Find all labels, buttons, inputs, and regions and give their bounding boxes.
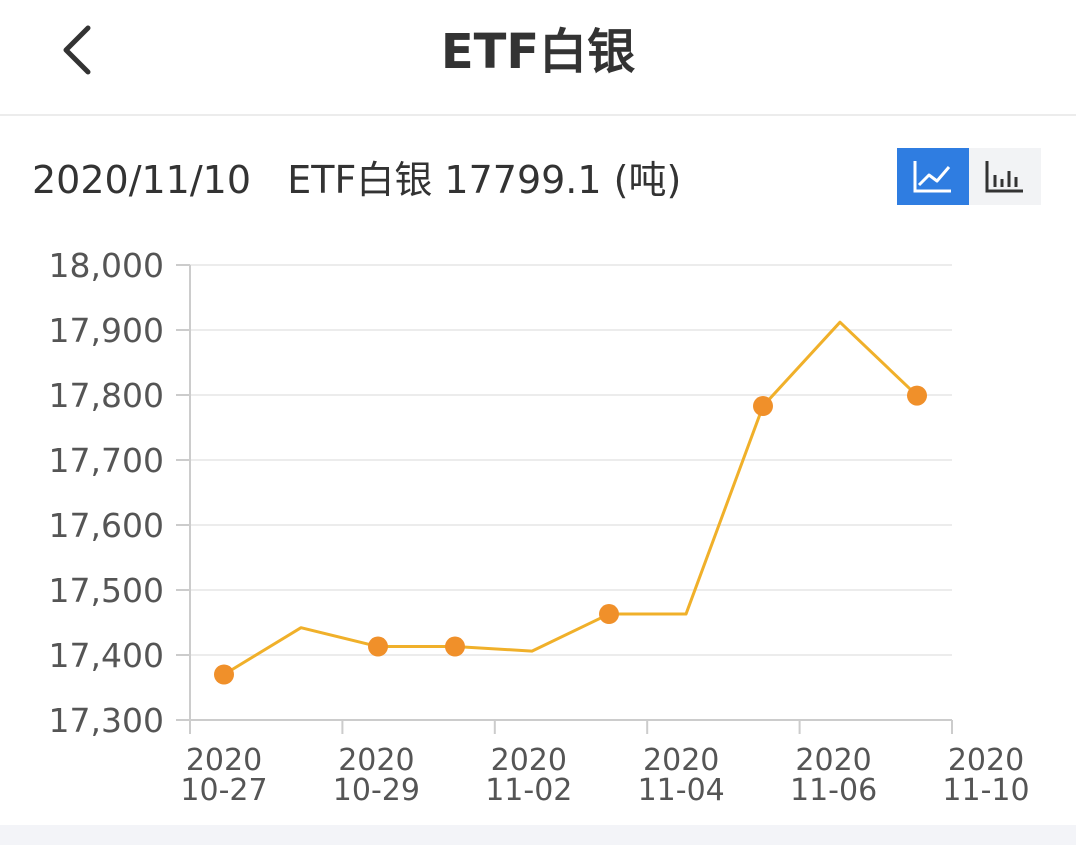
y-tick-label: 17,600 [49,506,164,545]
line-chart-button[interactable] [897,148,969,205]
line-chart: 18,000 17,900 17,800 17,700 17,600 17,500 17,4… [49,246,1030,808]
x-tick-label-year: 2020 [338,743,414,778]
page-title: ETF白银 [440,24,636,80]
series-line [223,320,919,676]
footer-band [0,825,1076,845]
data-point [907,385,927,406]
x-tick-label-date: 10-27 [180,773,267,808]
info-line: 2020/11/10 ETF白银 17799.1 (吨) [32,158,682,202]
x-tick-label-year: 2020 [491,743,567,778]
x-tick-label-date: 11-04 [638,773,725,808]
x-tick-label-year: 2020 [795,743,871,778]
header-bar: ETF白银 [0,0,1076,116]
line-chart-icon [913,160,951,192]
y-tick-label: 17,800 [49,376,164,415]
y-tick-label: 17,400 [49,636,164,675]
x-tick-label-year: 2020 [643,743,719,778]
data-point [445,636,465,657]
x-tick-label-date: 11-06 [790,773,877,808]
chevron-left-icon [63,25,91,75]
y-tick-label: 17,300 [49,701,164,740]
y-tick-label: 17,500 [49,571,164,610]
chart-type-toggle [897,148,1041,205]
data-point [753,396,773,417]
x-tick-label-year: 2020 [186,743,262,778]
y-tick-label: 17,700 [49,441,164,480]
x-tick-label-date: 11-10 [942,773,1029,808]
x-tick-label-year: 2020 [948,743,1024,778]
x-tick-label-date: 11-02 [485,773,572,808]
back-button[interactable] [52,22,100,78]
data-point [214,664,234,685]
data-point [599,604,619,625]
bar-chart-button[interactable] [969,148,1041,205]
y-tick-label: 18,000 [49,246,164,285]
bar-chart-icon [985,160,1023,192]
chart-area: 18,000 17,900 17,800 17,700 17,600 17,500 17,4… [0,230,1076,820]
y-tick-label: 17,900 [49,311,164,350]
x-tick-label-date: 10-29 [333,773,420,808]
data-point [368,636,388,657]
